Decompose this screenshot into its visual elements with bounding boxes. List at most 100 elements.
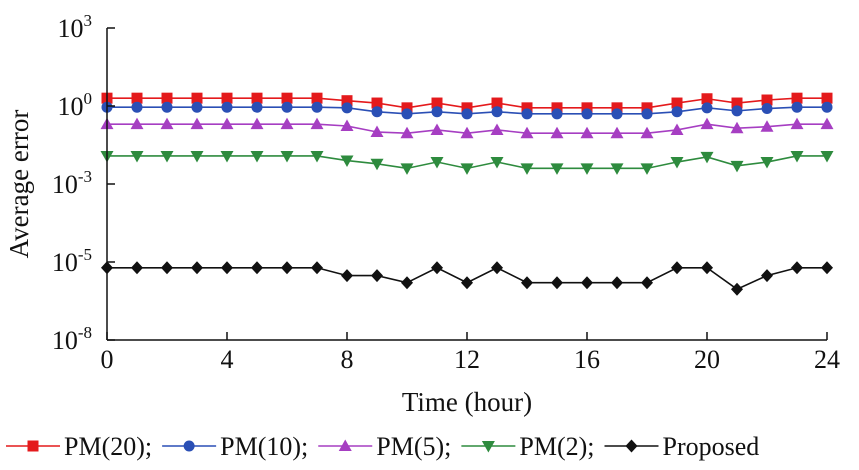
data-point: [430, 157, 444, 169]
data-point: [821, 101, 833, 113]
data-point: [461, 276, 473, 290]
legend-marker: [338, 439, 352, 451]
data-point: [221, 92, 233, 104]
data-point: [671, 97, 683, 109]
data-point: [311, 92, 323, 104]
legend-marker: [27, 440, 39, 452]
data-point: [551, 102, 563, 114]
data-point: [700, 117, 714, 130]
data-point: [431, 106, 443, 118]
data-point: [371, 97, 383, 109]
data-point: [190, 117, 204, 130]
data-point: [221, 101, 233, 113]
axes: [106, 28, 827, 341]
data-point: [341, 95, 353, 107]
y-tick-label: 100: [58, 89, 93, 121]
data-point: [550, 163, 564, 175]
legend-item: PM(5);: [318, 432, 451, 461]
series-4: [101, 261, 833, 296]
data-point: [791, 101, 803, 113]
data-point: [550, 126, 564, 139]
data-point: [611, 102, 623, 114]
data-point: [820, 117, 834, 130]
data-point: [521, 102, 533, 114]
data-point: [251, 101, 263, 113]
data-point: [761, 94, 773, 106]
legend-marker: [625, 439, 638, 453]
data-point: [281, 101, 293, 113]
legend-marker: [183, 440, 195, 452]
data-point: [430, 123, 444, 135]
data-point: [131, 101, 143, 113]
data-point: [791, 92, 803, 104]
data-point: [491, 97, 503, 109]
y-tick-label: 10-8: [52, 323, 92, 355]
data-point: [790, 150, 804, 163]
legend-item: Proposed: [604, 432, 760, 461]
data-point: [220, 150, 234, 163]
data-point: [371, 269, 383, 283]
data-point: [160, 150, 174, 163]
legend-marker: [481, 441, 495, 453]
data-point: [821, 92, 833, 104]
y-tick-label: 103: [58, 11, 93, 43]
data-point: [161, 101, 173, 113]
data-point: [791, 261, 803, 275]
data-point: [760, 120, 774, 132]
data-point: [551, 108, 563, 120]
data-point: [640, 163, 654, 175]
data-point: [250, 150, 264, 163]
data-point: [760, 157, 774, 169]
data-point: [731, 105, 743, 117]
data-point: [401, 276, 413, 290]
data-point: [250, 117, 264, 130]
series-3: [100, 150, 834, 175]
data-point: [821, 261, 833, 275]
data-point: [670, 123, 684, 135]
data-point: [340, 155, 354, 168]
data-point: [311, 261, 323, 275]
data-point: [191, 101, 203, 113]
data-point: [431, 97, 443, 109]
x-tick-label: 8: [341, 345, 354, 374]
data-point: [611, 276, 623, 290]
data-point: [730, 160, 744, 173]
legend-label: PM(10);: [220, 432, 308, 461]
legend: PM(20); PM(10); PM(5); PM(2); Proposed: [6, 432, 759, 461]
data-point: [700, 151, 714, 164]
data-point: [281, 261, 293, 275]
series-1: [101, 101, 833, 120]
plot-area: [100, 92, 834, 296]
data-point: [341, 269, 353, 283]
data-point: [521, 108, 533, 120]
data-point: [640, 126, 654, 139]
data-point: [281, 92, 293, 104]
data-point: [131, 92, 143, 104]
x-tick-label: 4: [221, 345, 234, 374]
data-point: [401, 102, 413, 114]
legend-label: Proposed: [663, 432, 760, 461]
data-point: [671, 106, 683, 118]
data-point: [371, 106, 383, 118]
data-point: [701, 261, 713, 275]
data-point: [310, 117, 324, 130]
data-point: [311, 101, 323, 113]
data-point: [280, 150, 294, 163]
data-point: [460, 163, 474, 175]
data-point: [220, 117, 234, 130]
series-2: [100, 117, 834, 139]
x-tick-label: 16: [574, 345, 600, 374]
data-point: [580, 126, 594, 139]
data-point: [161, 261, 173, 275]
data-point: [581, 276, 593, 290]
x-tick-label: 24: [814, 345, 840, 374]
data-point: [580, 163, 594, 175]
data-point: [251, 92, 263, 104]
x-tick-label: 12: [454, 345, 480, 374]
data-point: [520, 163, 534, 175]
data-point: [400, 163, 414, 175]
data-point: [611, 108, 623, 120]
data-point: [400, 126, 414, 139]
y-tick-label: 10-5: [52, 245, 92, 277]
x-ticks: 0 4 8 12 16 20 24: [101, 332, 840, 374]
